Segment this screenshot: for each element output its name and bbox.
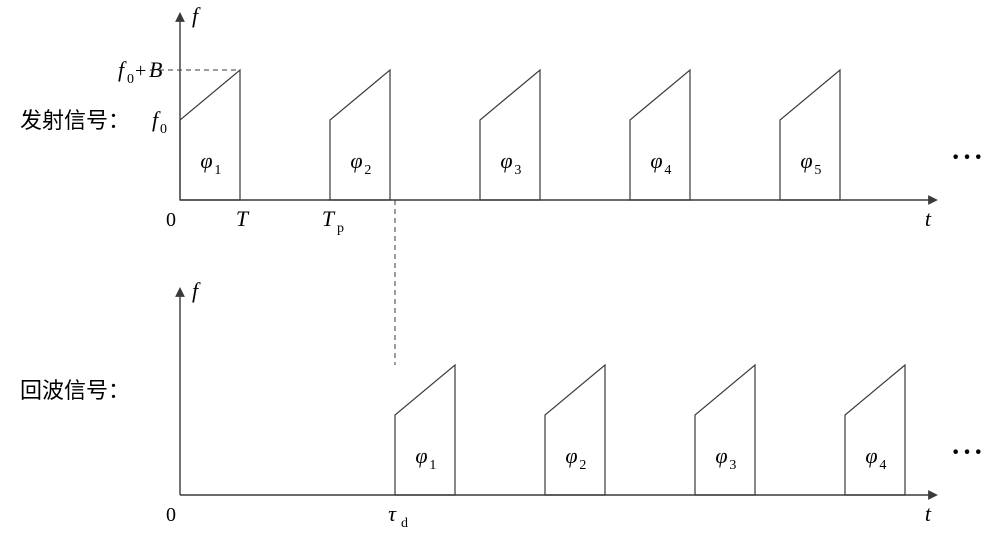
- chirp-pulse: [180, 70, 240, 200]
- tau-sub: d: [401, 516, 408, 531]
- transmit-xtick-0: 0: [166, 209, 176, 231]
- phi-symbol: φ: [350, 148, 362, 173]
- f0pB-plus: +: [135, 60, 146, 82]
- chirp-pulse: [330, 70, 390, 200]
- ytick-f0: f0: [152, 107, 167, 137]
- echo-xtick-tau-d: τd: [388, 501, 408, 531]
- f0-sub: 0: [160, 122, 167, 137]
- chirp-pulse: [845, 365, 905, 495]
- Tp-T: T: [322, 206, 336, 231]
- phi-symbol: φ: [200, 148, 212, 173]
- transmit-continuation-dots: ···: [951, 142, 985, 173]
- phi-label: φ3: [715, 443, 736, 473]
- phi-subscript: 5: [814, 163, 821, 178]
- tau: τ: [388, 501, 397, 526]
- transmit-y-axis-label: f: [192, 3, 201, 28]
- transmit-x-axis-label: t: [925, 206, 932, 231]
- echo-continuation-dots: ···: [951, 437, 985, 468]
- row-label-echo: 回波信号：: [20, 378, 130, 403]
- phi-label: φ4: [865, 443, 886, 473]
- phi-label: φ4: [650, 148, 671, 178]
- echo-xtick-0: 0: [166, 504, 176, 526]
- phi-subscript: 3: [514, 163, 521, 178]
- phi-label: φ1: [200, 148, 221, 178]
- phi-label: φ3: [500, 148, 521, 178]
- chirp-pulse: [395, 365, 455, 495]
- chirp-pulse: [480, 70, 540, 200]
- phi-subscript: 4: [879, 458, 886, 473]
- transmit-xtick-Tp: Tp: [322, 206, 344, 236]
- row-label-transmit: 发射信号：: [20, 108, 130, 133]
- chirp-pulse: [695, 365, 755, 495]
- phi-label: φ2: [350, 148, 371, 178]
- phi-label: φ5: [800, 148, 821, 178]
- phi-symbol: φ: [500, 148, 512, 173]
- chirp-pulse: [780, 70, 840, 200]
- phi-label: φ1: [415, 443, 436, 473]
- phi-subscript: 1: [429, 458, 436, 473]
- ytick-f0pB: f0+B: [118, 57, 162, 87]
- f0pB-f: f: [118, 57, 127, 82]
- phi-symbol: φ: [650, 148, 662, 173]
- phi-symbol: φ: [865, 443, 877, 468]
- f0pB-sub: 0: [127, 72, 134, 87]
- phi-symbol: φ: [565, 443, 577, 468]
- chirp-pulse: [545, 365, 605, 495]
- echo-y-axis-label: f: [192, 278, 201, 303]
- phi-symbol: φ: [415, 443, 427, 468]
- phi-subscript: 4: [664, 163, 671, 178]
- phi-subscript: 3: [729, 458, 736, 473]
- phi-symbol: φ: [800, 148, 812, 173]
- phi-subscript: 2: [364, 163, 371, 178]
- phi-label: φ2: [565, 443, 586, 473]
- phi-symbol: φ: [715, 443, 727, 468]
- chirp-pulse: [630, 70, 690, 200]
- phi-subscript: 2: [579, 458, 586, 473]
- transmit-xtick-T: T: [236, 206, 250, 231]
- echo-x-axis-label: t: [925, 501, 932, 526]
- Tp-sub: p: [337, 221, 344, 236]
- phi-subscript: 1: [214, 163, 221, 178]
